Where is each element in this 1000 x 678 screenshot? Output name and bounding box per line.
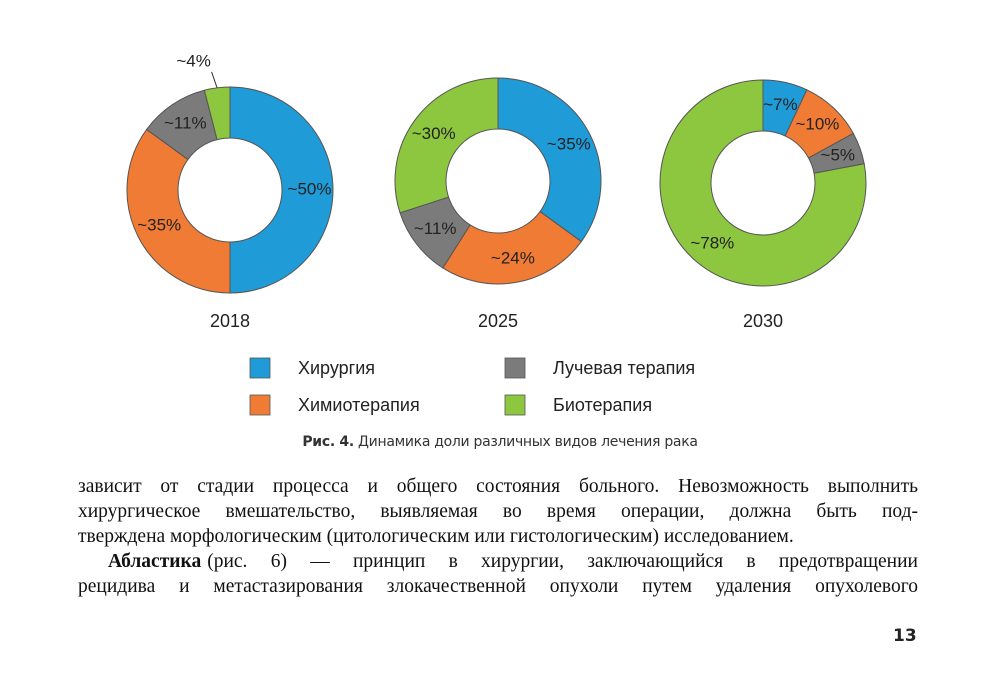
legend-label: Химиотерапия bbox=[298, 395, 420, 415]
page-number: 13 bbox=[893, 626, 917, 646]
legend-swatch bbox=[249, 357, 271, 379]
text-line: Абластика (рис. 6) — принцип в хирургии, … bbox=[78, 549, 918, 574]
term: Абластика bbox=[108, 551, 202, 572]
legend-swatch bbox=[504, 394, 526, 416]
legend-label: Биотерапия bbox=[553, 395, 652, 415]
legend-swatch bbox=[504, 357, 526, 379]
value-label: ~35% bbox=[137, 216, 181, 235]
donut-segment bbox=[126, 128, 231, 294]
legend-label: Хирургия bbox=[298, 358, 375, 378]
value-label: ~5% bbox=[821, 146, 856, 165]
value-label: ~35% bbox=[547, 134, 591, 153]
caption-label: Рис. 4. bbox=[302, 434, 354, 450]
value-label: ~11% bbox=[164, 114, 207, 133]
donut-segment bbox=[497, 77, 602, 243]
donut-segment bbox=[394, 77, 499, 214]
value-label: ~7% bbox=[763, 95, 798, 114]
chart-title: 2018 bbox=[210, 311, 250, 331]
donut-segment bbox=[229, 86, 334, 294]
donut-segment bbox=[659, 79, 867, 287]
value-label: ~24% bbox=[491, 249, 535, 268]
value-label: ~30% bbox=[412, 124, 456, 143]
value-label: ~10% bbox=[795, 115, 839, 134]
text-span: (рис. 6) — принцип в хирургии, заключающ… bbox=[207, 551, 918, 572]
text-line: хирургическое вмешательство, выявляемая … bbox=[78, 501, 918, 522]
value-label: ~78% bbox=[690, 234, 734, 253]
donut-segment bbox=[442, 210, 583, 285]
figure: ~50% ~35% ~11% ~4% 2018 ~35% ~24% ~11% ~30% 2025 ~… bbox=[126, 51, 867, 416]
value-label: ~4% bbox=[176, 51, 211, 70]
chart-title: 2025 bbox=[478, 311, 518, 331]
leader-line bbox=[211, 71, 218, 88]
figure-caption: Рис. 4. Динамика доли различных видов ле… bbox=[0, 434, 1000, 450]
text-line: зависит от стадии процесса и общего сост… bbox=[78, 476, 918, 497]
legend-swatch bbox=[249, 394, 271, 416]
caption-text: Динамика доли различных видов лечения ра… bbox=[358, 434, 698, 450]
text-line: рецидива и метастазирования злокачествен… bbox=[78, 576, 918, 597]
value-label: ~50% bbox=[288, 179, 332, 198]
donut-segment bbox=[203, 86, 231, 141]
legend-label: Лучевая терапия bbox=[553, 358, 695, 378]
body-text: зависит от стадии процесса и общего сост… bbox=[78, 474, 918, 599]
value-label: ~11% bbox=[414, 219, 457, 238]
chart-title: 2030 bbox=[743, 311, 783, 331]
text-line: тверждена морфологическим (цитологически… bbox=[78, 526, 794, 547]
